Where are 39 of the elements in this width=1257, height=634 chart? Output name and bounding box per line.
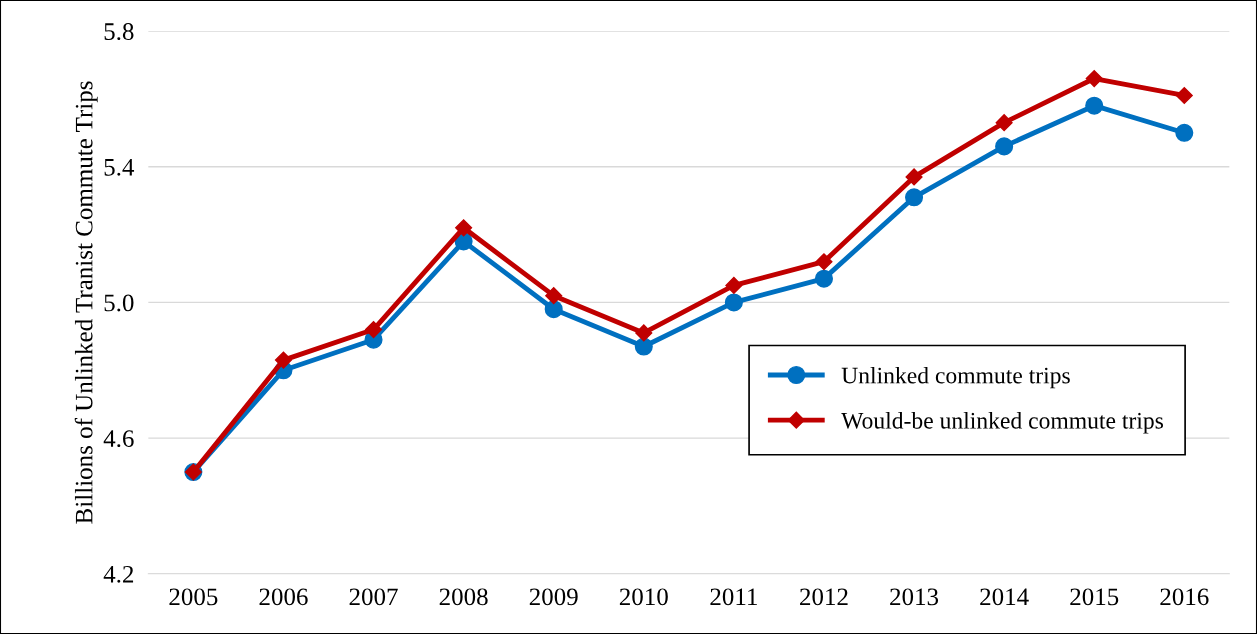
point	[1085, 96, 1104, 115]
y-tick-label: 5.0	[104, 294, 134, 312]
y-tick-label: 4.2	[103, 565, 134, 583]
x-tick-label: 2016	[1160, 588, 1209, 606]
point	[455, 219, 473, 237]
point	[545, 287, 563, 305]
point	[364, 321, 383, 339]
point	[905, 168, 923, 186]
x-tick-label: 2006	[259, 588, 308, 606]
point	[634, 337, 653, 356]
point	[724, 293, 743, 312]
point	[1085, 70, 1103, 88]
x-tick-label: 2007	[349, 588, 398, 606]
x-tick-label: 2010	[619, 588, 668, 606]
point	[815, 253, 833, 271]
y-tick-label: 5.8	[104, 23, 134, 41]
x-tick-label: 2013	[890, 588, 939, 606]
point	[1175, 123, 1194, 142]
x-tick-label: 2008	[439, 588, 488, 606]
x-tick-label: 2005	[169, 588, 218, 606]
y-tick-label: 5.4	[104, 158, 135, 176]
point	[1175, 86, 1193, 105]
point	[995, 114, 1013, 132]
point	[995, 137, 1014, 156]
x-tick-label: 2014	[980, 588, 1029, 606]
legend-label: Unlinked commute trips	[841, 366, 1070, 389]
point	[905, 188, 924, 207]
point	[725, 276, 743, 295]
point	[274, 351, 293, 369]
y-tick-label: 4.6	[103, 430, 134, 448]
legend-label: Would-be unlinked commute trips	[841, 412, 1163, 434]
x-tick-label: 2012	[800, 588, 848, 606]
x-tick-label: 2011	[710, 588, 757, 606]
point	[544, 300, 563, 319]
point	[814, 269, 833, 288]
x-tick-label: 2009	[529, 588, 578, 606]
point	[635, 324, 653, 342]
x-tick-label: 2015	[1070, 588, 1119, 606]
y-axis-title: Billions of Unlinked Tranist Commute Trips	[74, 81, 98, 524]
